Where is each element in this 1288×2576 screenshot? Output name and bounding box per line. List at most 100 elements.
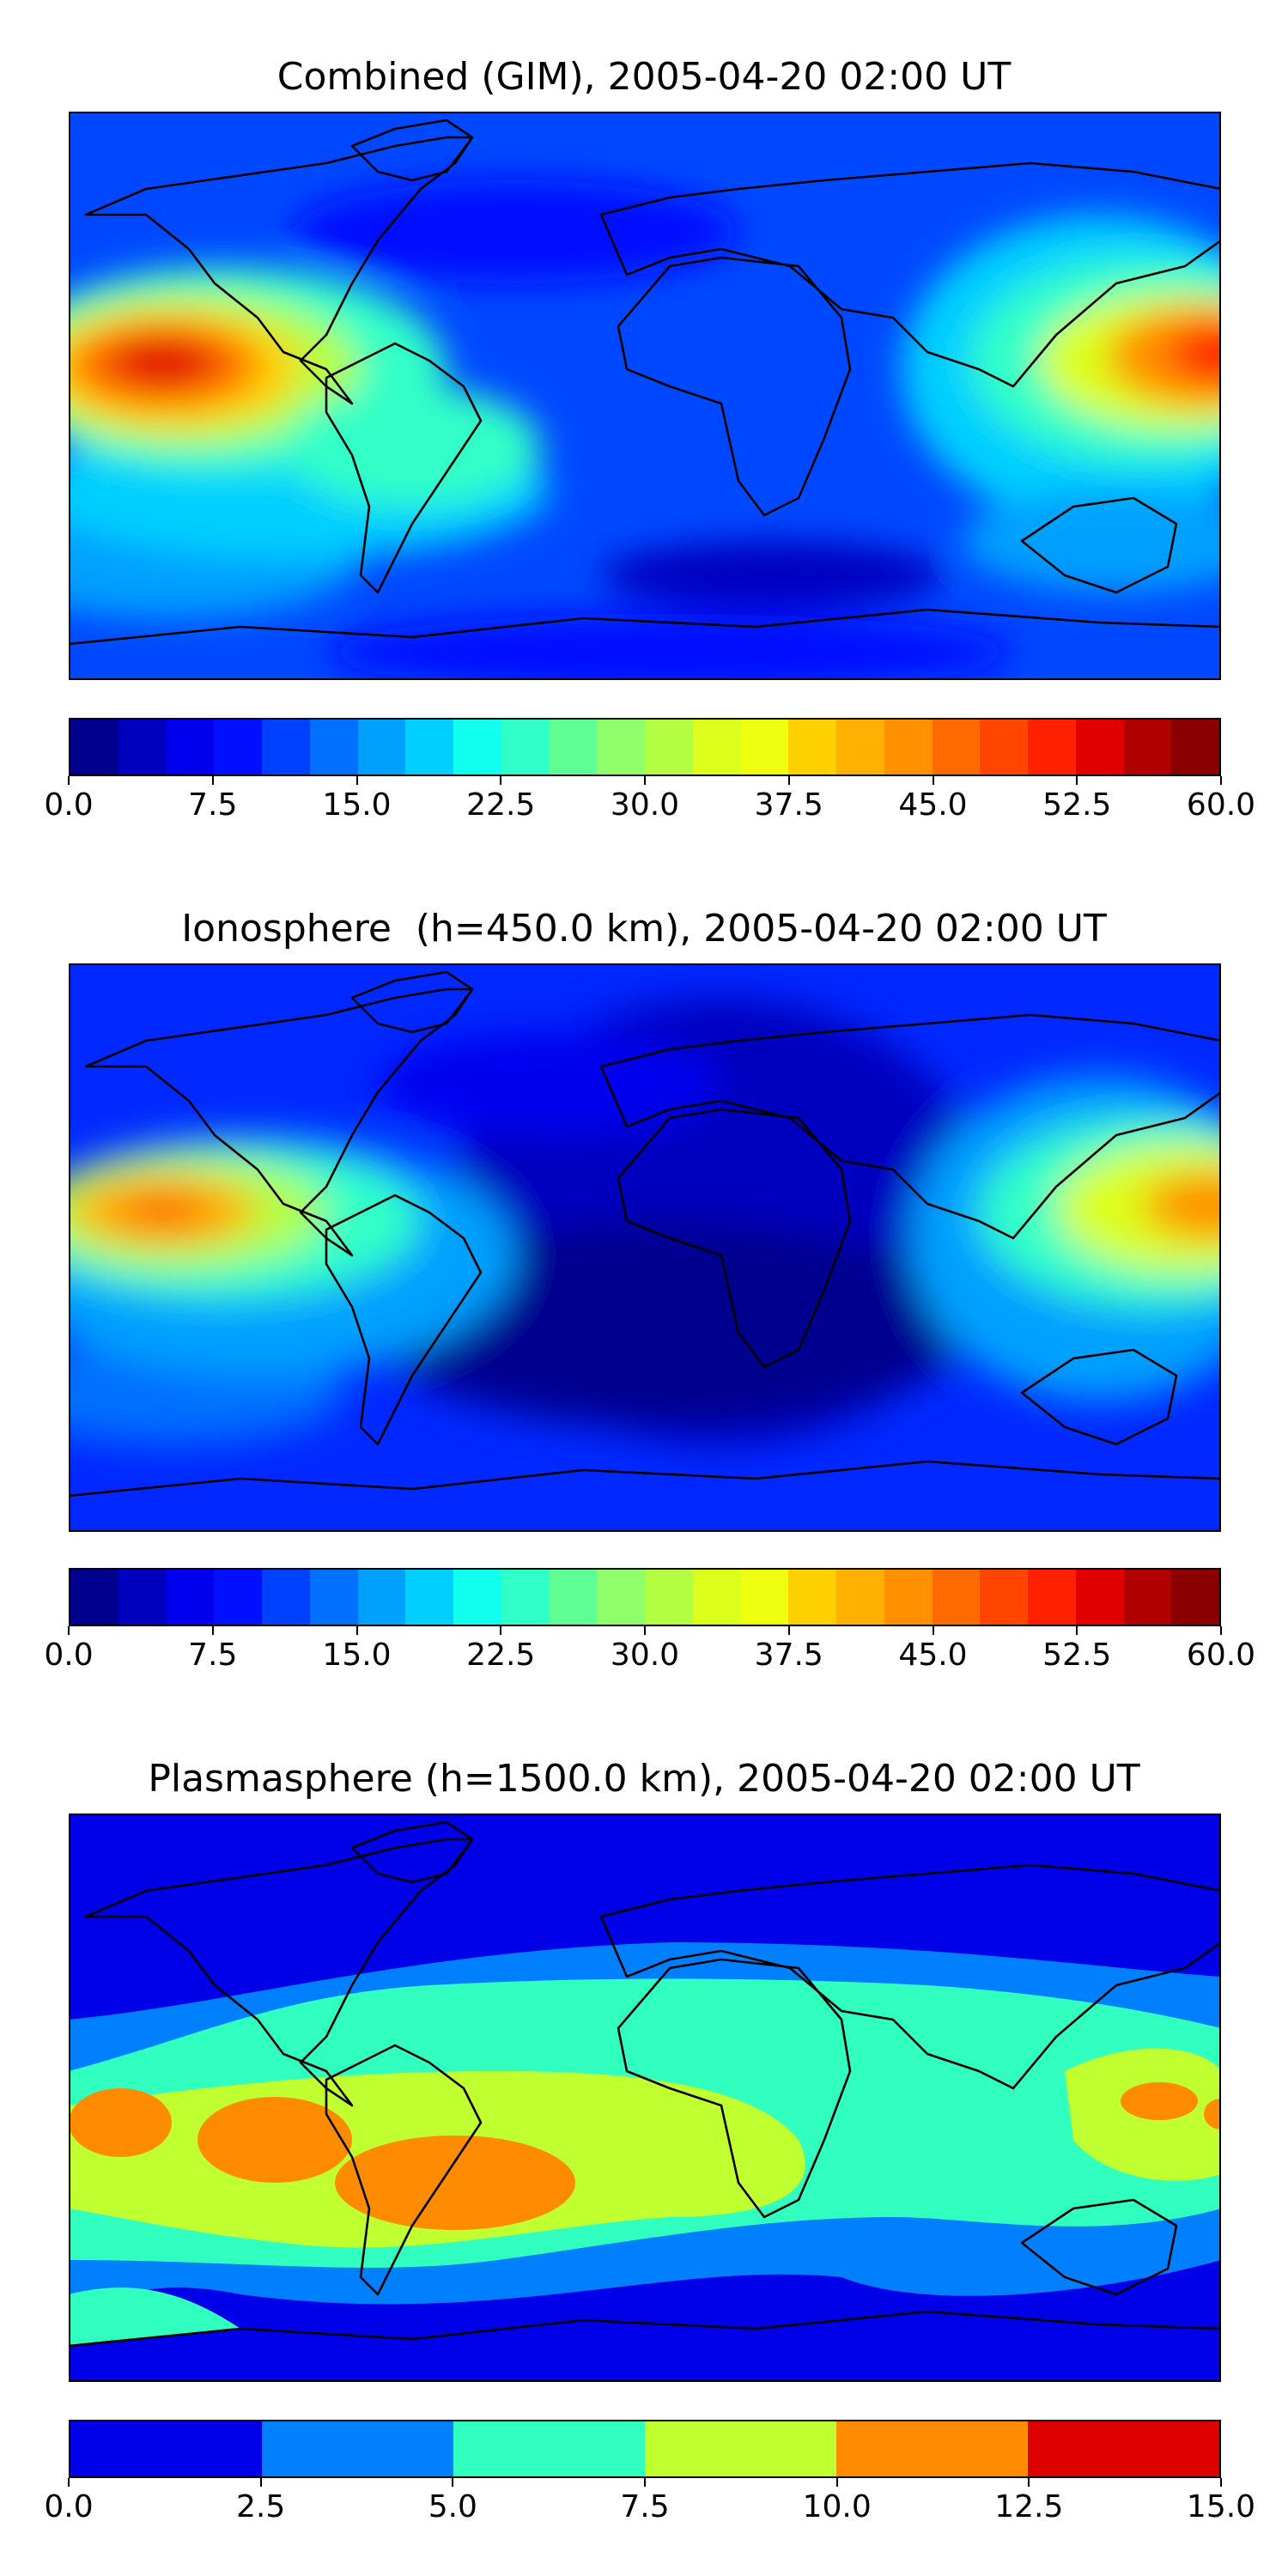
colorbar-tick [68,1626,70,1635]
colorbar-segment [1028,2421,1219,2476]
colorbar-segment [262,1570,310,1625]
colorbar-tick-label: 2.5 [236,2489,286,2524]
panel1-map [69,112,1221,680]
colorbar-tick-label: 0.0 [44,2489,94,2524]
colorbar-segment [980,1570,1028,1625]
colorbar-tick [644,776,646,785]
colorbar-tick [835,2478,838,2487]
colorbar-segment [788,720,836,775]
colorbar-tick-label: 60.0 [1186,787,1256,823]
colorbar-tick [932,1626,934,1635]
colorbar-segment [884,1570,933,1625]
colorbar-tick-label: 15.0 [1186,2489,1256,2524]
colorbar-tick-label: 12.5 [994,2489,1064,2524]
colorbar-tick [1076,1626,1078,1635]
colorbar-tick [644,2478,646,2487]
colorbar-tick [932,776,934,785]
colorbar-segment [1028,720,1076,775]
colorbar-tick [1028,2478,1030,2487]
panel2-colorbar [69,1568,1221,1626]
colorbar-segment [932,720,981,775]
colorbar-segment [1075,1570,1124,1625]
colorbar-segment [70,720,118,775]
colorbar-segment [645,2421,836,2476]
colorbar-segment [214,720,262,775]
colorbar-tick-label: 0.0 [44,1637,94,1673]
colorbar-segment [1171,720,1219,775]
panel2-title: Ionosphere (h=450.0 km), 2005-04-20 02:0… [181,907,1107,951]
colorbar-tick [211,776,214,785]
colorbar-segment [262,2421,453,2476]
colorbar-segment [980,720,1028,775]
colorbar-tick [68,776,70,785]
panel3-map [69,1814,1221,2382]
colorbar-segment [453,720,501,775]
colorbar-segment [166,720,215,775]
colorbar-segment [70,1570,118,1625]
colorbar-tick [355,1626,358,1635]
colorbar-segment [932,1570,981,1625]
colorbar-segment [357,720,406,775]
colorbar-segment [836,2421,1028,2476]
colorbar-tick-label: 15.0 [322,787,392,823]
colorbar-segment [405,1570,453,1625]
colorbar-tick-label: 30.0 [610,787,680,823]
colorbar-segment [1171,1570,1219,1625]
colorbar-tick [787,1626,790,1635]
colorbar-segment [453,1570,501,1625]
colorbar-segment [309,1570,358,1625]
colorbar-segment [501,720,550,775]
colorbar-tick [1220,1626,1222,1635]
colorbar-segment [214,1570,262,1625]
colorbar-segment [453,2421,645,2476]
colorbar-segment [597,1570,645,1625]
colorbar-tick [1076,776,1078,785]
colorbar-tick-label: 37.5 [754,1637,823,1673]
colorbar-segment [501,1570,550,1625]
colorbar-segment [788,1570,836,1625]
colorbar-tick-label: 7.5 [620,2489,670,2524]
colorbar-segment [692,1570,741,1625]
panel1-title: Combined (GIM), 2005-04-20 02:00 UT [276,55,1012,99]
colorbar-segment [357,1570,406,1625]
colorbar-tick [259,2478,262,2487]
panel1-colorbar [69,718,1221,776]
colorbar-tick-label: 15.0 [322,1637,392,1673]
colorbar-segment [549,720,598,775]
colorbar-segment [597,720,645,775]
colorbar-tick-label: 10.0 [802,2489,872,2524]
colorbar-segment [836,1570,884,1625]
colorbar-tick-label: 22.5 [466,1637,536,1673]
colorbar-tick-label: 37.5 [754,787,823,823]
colorbar-segment [1028,1570,1076,1625]
colorbar-tick-label: 30.0 [610,1637,680,1673]
colorbar-tick [68,2478,70,2487]
colorbar-tick [355,776,358,785]
panel3-colorbar [69,2420,1221,2478]
panel2-map [69,963,1221,1532]
colorbar-tick [211,1626,214,1635]
colorbar-segment [166,1570,215,1625]
panel3-title: Plasmasphere (h=1500.0 km), 2005-04-20 0… [148,1757,1140,1801]
colorbar-tick [787,776,790,785]
colorbar-tick [644,1626,646,1635]
colorbar-tick [452,2478,454,2487]
colorbar-segment [118,720,167,775]
colorbar-tick-label: 52.5 [1042,787,1112,823]
colorbar-segment [309,720,358,775]
colorbar-segment [405,720,453,775]
colorbar-segment [70,2421,262,2476]
colorbar-segment [262,720,310,775]
colorbar-segment [645,720,693,775]
colorbar-tick [500,776,502,785]
colorbar-tick-label: 5.0 [428,2489,477,2524]
colorbar-segment [692,720,741,775]
colorbar-tick-label: 0.0 [44,787,94,823]
colorbar-tick [500,1626,502,1635]
colorbar-segment [549,1570,598,1625]
colorbar-tick [1220,2478,1222,2487]
colorbar-segment [884,720,933,775]
colorbar-tick [1220,776,1222,785]
colorbar-segment [1123,720,1172,775]
colorbar-tick-label: 7.5 [188,787,238,823]
